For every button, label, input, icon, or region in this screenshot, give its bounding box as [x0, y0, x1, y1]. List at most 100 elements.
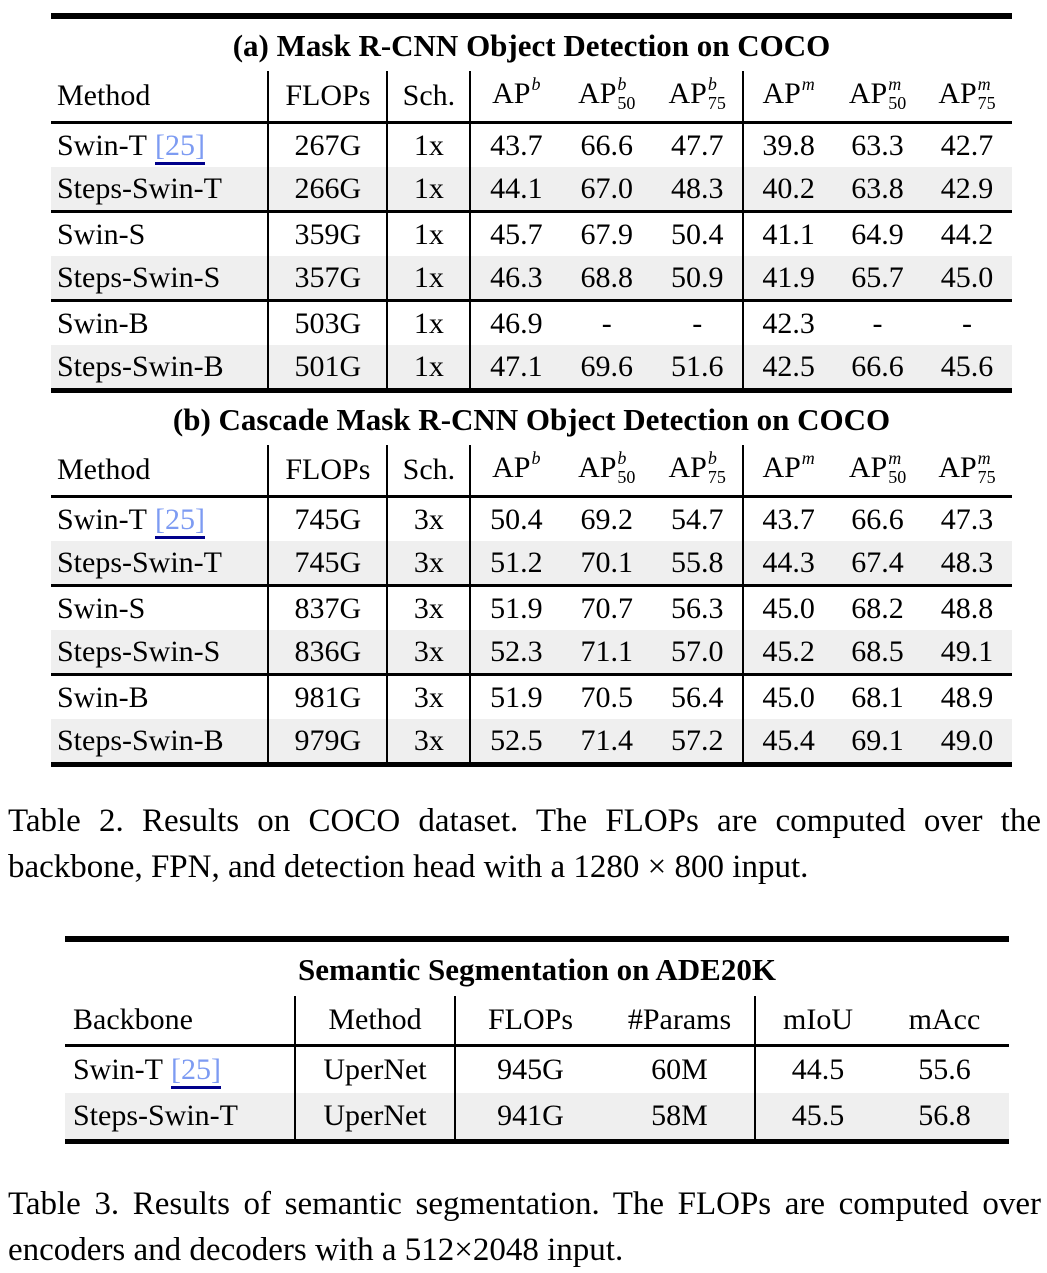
- ap-value-cell: 56.3: [652, 584, 744, 630]
- ap-value-cell: 70.5: [561, 673, 653, 719]
- method-name: Steps-Swin-B: [57, 723, 224, 757]
- ap-value-cell: 55.8: [670, 545, 724, 579]
- backbone-name: Steps-Swin-T: [73, 1099, 238, 1133]
- sched-cell: 1x: [386, 122, 471, 167]
- method-name: Steps-Swin-T: [57, 171, 222, 205]
- table-b-header-row: Method FLOPs Sch. AP b AP b 50 AP b 75 AP m AP…: [51, 445, 1012, 498]
- col-header-apm75: AP m 75: [922, 445, 1012, 498]
- ap-value-cell: 46.3: [469, 256, 562, 301]
- ap-value-cell: 71.4: [580, 723, 634, 757]
- method-name: Steps-Swin-S: [57, 634, 221, 668]
- ap-value-cell: 42.9: [940, 171, 994, 205]
- sched-cell: 3x: [386, 541, 471, 586]
- method-name: Steps-Swin-T: [57, 545, 222, 579]
- top-rule: [51, 13, 1012, 19]
- col-header-apb50: AP b 50: [561, 71, 653, 124]
- method-name: Steps-Swin-B: [57, 349, 224, 383]
- ap-value-cell: 56.4: [652, 673, 744, 719]
- ap-value-cell: 47.7: [670, 128, 724, 162]
- ap-value-cell: 50.9: [670, 260, 724, 294]
- ap-value-cell: 48.3: [670, 171, 724, 205]
- method-cell: Steps-Swin-S: [51, 256, 268, 301]
- sched-cell: 1x: [386, 345, 471, 388]
- col-header-method: Method: [51, 71, 269, 124]
- ap-value-cell: 42.3: [742, 299, 834, 345]
- method-cell: Swin-T [25]: [51, 123, 268, 168]
- ap-value-cell: 50.4: [652, 210, 744, 256]
- ap-value-cell: 44.3: [742, 541, 834, 586]
- table-row: Steps-Swin-B 979G 3x 52.5 71.4 57.2 45.4…: [51, 719, 1012, 762]
- method-cell: Swin-B: [51, 299, 269, 345]
- ap-value-cell: 45.2: [742, 630, 834, 675]
- sched-cell: 1x: [386, 167, 471, 212]
- ap-value-cell: 43.7: [742, 496, 834, 541]
- method-cell: Swin-S: [51, 584, 269, 630]
- col-header-sch: Sch.: [386, 445, 471, 498]
- col-header-params: #Params: [605, 996, 755, 1048]
- flops-cell: 837G: [267, 584, 388, 630]
- sched-cell: 3x: [386, 630, 471, 675]
- ap-value-cell: -: [561, 299, 653, 345]
- citation-link[interactable]: [25]: [171, 1053, 221, 1090]
- method-cell: Swin-T [25]: [51, 497, 268, 542]
- ap-value-cell: 45.6: [940, 349, 994, 383]
- col-header-apb: AP b: [469, 445, 562, 498]
- citation-link[interactable]: [25]: [155, 502, 205, 539]
- ap-value-cell: 68.5: [851, 634, 904, 668]
- col-header-apb: AP b: [469, 71, 562, 124]
- col-header-apb75: AP b 75: [652, 71, 744, 124]
- table-row: Steps-Swin-S 836G 3x 52.3 71.1 57.0 45.2…: [51, 630, 1012, 675]
- ap-value-cell: 45.0: [742, 673, 834, 719]
- ap-value-cell: 69.6: [580, 349, 634, 383]
- ap-value-cell: -: [833, 299, 922, 345]
- sched-cell: 3x: [386, 496, 471, 541]
- table-c-header-row: Backbone Method FLOPs #Params mIoU mAcc: [65, 996, 1009, 1048]
- ap-value-cell: 54.7: [670, 502, 724, 536]
- table-row: Swin-B 981G 3x 51.9 70.5 56.4 45.0 68.1 …: [51, 673, 1012, 719]
- col-header-apm50: AP m 50: [833, 71, 922, 124]
- method-cell: Steps-Swin-S: [51, 630, 268, 675]
- method-cell: Steps-Swin-B: [51, 345, 268, 388]
- table-a-title: (a) Mask R-CNN Object Detection on COCO: [232, 28, 831, 63]
- ap-value-cell: 43.7: [469, 122, 562, 167]
- ap-value-cell: -: [922, 299, 1012, 345]
- sched-cell: 1x: [386, 256, 471, 301]
- col-header-method: Method: [51, 445, 269, 498]
- table-3-bottom-rule: [65, 1139, 1009, 1145]
- ap-value-cell: 71.1: [580, 634, 634, 668]
- col-header-method: Method: [294, 996, 455, 1048]
- ap-value-cell: 49.1: [940, 634, 994, 668]
- ap-value-cell: 63.8: [851, 171, 904, 205]
- table-b-title: (b) Cascade Mask R-CNN Object Detection …: [172, 402, 891, 437]
- ap-value-cell: 51.9: [469, 584, 562, 630]
- col-header-backbone: Backbone: [65, 996, 295, 1048]
- table-b-bottom-rule: [51, 762, 1012, 767]
- ap-value-cell: 49.0: [940, 723, 994, 757]
- ap-value-cell: 44.2: [922, 210, 1012, 256]
- flops-cell: 981G: [267, 673, 388, 719]
- sched-cell: 3x: [386, 673, 471, 719]
- sched-cell: 3x: [386, 719, 471, 762]
- ap-value-cell: 48.8: [922, 584, 1012, 630]
- table-3-caption: Table 3. Results of semantic segmentatio…: [8, 1186, 1041, 1268]
- citation-link[interactable]: [25]: [155, 128, 205, 165]
- col-header-flops: FLOPs: [267, 71, 388, 124]
- ap-value-cell: 44.1: [469, 167, 562, 212]
- method-name: Swin-B: [57, 306, 149, 340]
- table-row: Swin-B 503G 1x 46.9 - - 42.3 - -: [51, 299, 1012, 345]
- method-name: Swin-S: [57, 217, 146, 251]
- ap-value-cell: 70.1: [580, 545, 634, 579]
- ap-value-cell: 69.2: [580, 502, 634, 536]
- col-header-apm50: AP m 50: [833, 445, 922, 498]
- ap-value-cell: 68.2: [833, 584, 922, 630]
- col-header-apm75: AP m 75: [922, 71, 1012, 124]
- miou-cell: 45.5: [754, 1093, 880, 1140]
- ap-value-cell: 67.4: [851, 545, 904, 579]
- flops-cell: 357G: [267, 256, 388, 301]
- ap-value-cell: 66.6: [851, 349, 904, 383]
- table-a-bottom-rule: [51, 388, 1012, 393]
- flops-cell: 945G: [454, 1045, 605, 1094]
- backbone-cell: Steps-Swin-T: [65, 1093, 295, 1139]
- method-name: Swin-B: [57, 680, 149, 714]
